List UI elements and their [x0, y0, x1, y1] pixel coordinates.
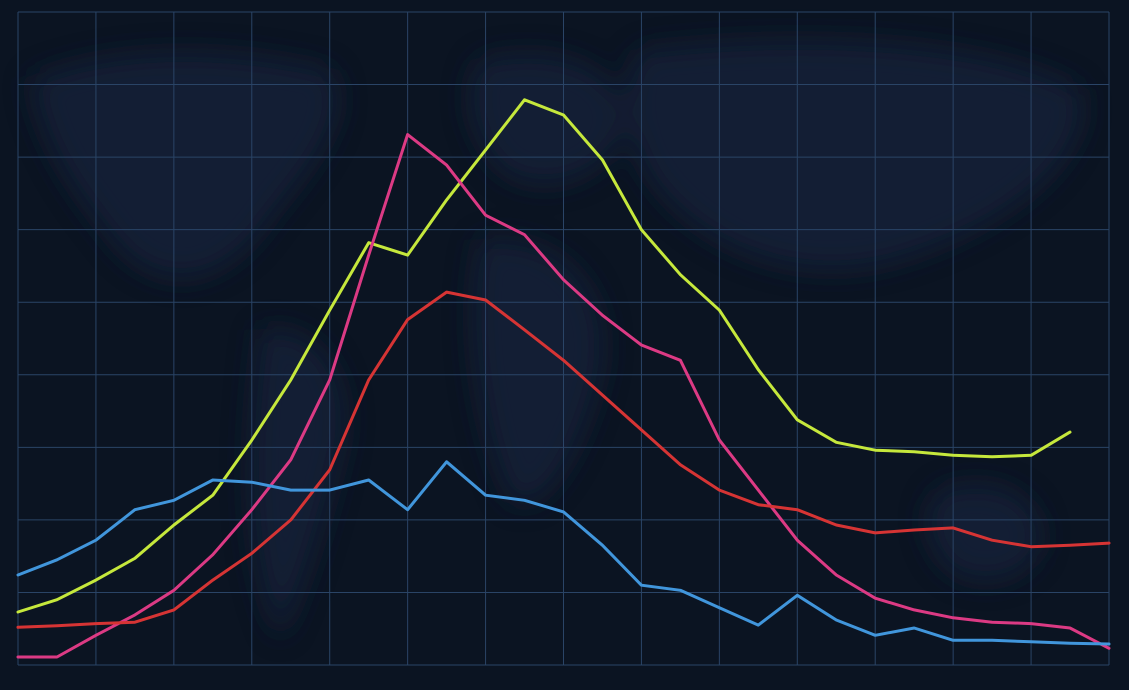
series-line: [16, 98, 1072, 614]
series-line: [16, 290, 1111, 629]
series-line: [16, 133, 1111, 659]
series-line: [16, 460, 1111, 646]
grid: [17, 11, 1110, 666]
lines: [16, 98, 1111, 659]
